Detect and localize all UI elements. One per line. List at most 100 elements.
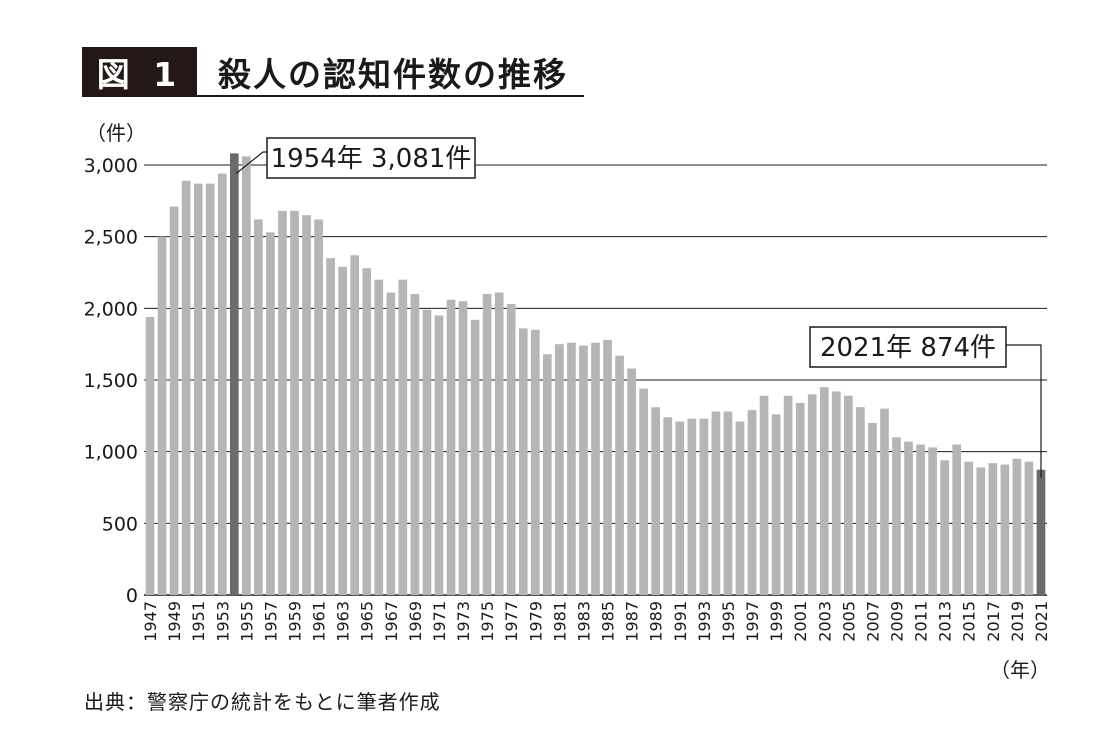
x-tick-label: 1985 xyxy=(599,601,618,642)
y-tick-label: 2,500 xyxy=(84,227,138,249)
y-axis-unit-label: （件） xyxy=(86,121,146,145)
bar-1974 xyxy=(470,319,480,595)
y-tick-label: 3,000 xyxy=(84,155,138,177)
bar-1959 xyxy=(290,210,299,595)
x-tick-label: 1953 xyxy=(213,601,232,642)
bar-2002 xyxy=(807,394,817,595)
bar-1985 xyxy=(603,339,612,595)
bar-1965 xyxy=(362,268,372,595)
bar-1979 xyxy=(530,329,540,595)
x-tick-label: 1981 xyxy=(550,601,569,642)
bar-1992 xyxy=(687,418,697,595)
x-tick-label: 2011 xyxy=(912,601,931,642)
x-tick-label: 1977 xyxy=(502,601,521,642)
bar-1964 xyxy=(350,255,360,596)
x-tick-label: 1957 xyxy=(261,601,280,642)
bar-2014 xyxy=(952,444,962,595)
x-tick-label: 1961 xyxy=(310,601,329,642)
x-tick-label: 1975 xyxy=(478,601,497,642)
bar-2008 xyxy=(880,408,889,595)
bar-2011 xyxy=(916,444,925,595)
bar-1999 xyxy=(771,414,781,595)
bar-1969 xyxy=(410,294,420,595)
x-tick-label: 1979 xyxy=(526,601,545,642)
x-tick-label: 1995 xyxy=(719,601,738,642)
y-axis-ticks: 0 500 1,000 1,500 2,000 2,500 3,000 xyxy=(84,155,138,607)
bar-1953 xyxy=(217,173,227,595)
annotation-leader-2021 xyxy=(1006,344,1042,478)
x-tick-label: 1967 xyxy=(382,601,401,642)
bar-2016 xyxy=(976,467,986,595)
bar-2000 xyxy=(783,395,793,595)
x-tick-label: 2017 xyxy=(984,601,1003,642)
x-tick-label: 1947 xyxy=(141,601,160,642)
bar-1955 xyxy=(242,156,251,595)
bar-1994 xyxy=(711,411,721,595)
x-tick-label: 2007 xyxy=(863,601,882,642)
y-tick-label: 1,500 xyxy=(84,370,138,392)
x-tick-label: 1971 xyxy=(430,601,449,642)
bar-1976 xyxy=(494,292,504,595)
bar-1981 xyxy=(555,344,564,595)
bar-2003 xyxy=(819,387,829,595)
bar-1956 xyxy=(254,219,263,595)
bar-1952 xyxy=(205,183,215,595)
bar-1948 xyxy=(157,236,167,595)
bar-2001 xyxy=(795,402,805,595)
bar-2005 xyxy=(844,395,853,595)
x-tick-label: 2003 xyxy=(815,601,834,642)
annotation-box-1954 xyxy=(266,137,476,179)
bar-2006 xyxy=(856,407,865,595)
bar-1982 xyxy=(567,342,576,595)
bar-1966 xyxy=(374,279,384,595)
bar-1989 xyxy=(651,407,661,595)
bar-1963 xyxy=(338,266,347,595)
annotation-text-1954: 1954年 3,081件 xyxy=(271,144,472,174)
x-tick-label: 1951 xyxy=(189,601,208,642)
x-tick-label: 2001 xyxy=(791,601,810,642)
bar-1980 xyxy=(543,354,552,595)
x-tick-label: 1959 xyxy=(286,601,305,642)
bar-2007 xyxy=(868,423,877,595)
title-underline xyxy=(197,95,584,97)
y-tick-label: 2,000 xyxy=(84,298,138,320)
bar-1947 xyxy=(145,316,155,595)
x-tick-label: 1999 xyxy=(767,601,786,642)
bar-1961 xyxy=(314,219,323,595)
annotation-box-2021 xyxy=(809,326,1007,368)
bar-1995 xyxy=(723,411,733,595)
bar-2021 xyxy=(1036,469,1046,595)
figure-header: 図 1 殺人の認知件数の推移 xyxy=(82,47,584,97)
bar-2009 xyxy=(892,437,901,595)
x-tick-label: 1965 xyxy=(358,601,377,642)
bar-2019 xyxy=(1012,458,1022,595)
bar-1988 xyxy=(639,388,648,595)
annotations: 1954年 3,081件 2021年 874件 xyxy=(235,137,1042,478)
bar-1977 xyxy=(506,304,516,595)
bar-2015 xyxy=(964,461,974,595)
x-tick-label: 2021 xyxy=(1032,601,1051,642)
x-axis-unit-label: （年） xyxy=(990,658,1050,682)
bar-1997 xyxy=(747,410,757,595)
x-tick-label: 2005 xyxy=(839,601,858,642)
figure-number: 図 1 xyxy=(82,47,197,97)
x-tick-label: 1991 xyxy=(671,601,690,642)
bar-1975 xyxy=(482,294,492,595)
bar-2004 xyxy=(831,391,841,595)
bar-2010 xyxy=(904,441,913,595)
bar-1957 xyxy=(266,232,275,595)
bar-1993 xyxy=(699,418,709,595)
x-tick-label: 1983 xyxy=(574,601,593,642)
x-tick-label: 1955 xyxy=(237,601,256,642)
bar-1984 xyxy=(591,342,600,595)
x-tick-label: 1949 xyxy=(165,601,184,642)
x-tick-label: 2009 xyxy=(888,601,907,642)
bar-1983 xyxy=(579,345,588,595)
bar-1973 xyxy=(458,301,468,595)
bar-1949 xyxy=(169,206,179,596)
bar-1967 xyxy=(386,292,396,595)
x-tick-label: 1989 xyxy=(647,601,666,642)
y-tick-label: 0 xyxy=(126,585,138,607)
